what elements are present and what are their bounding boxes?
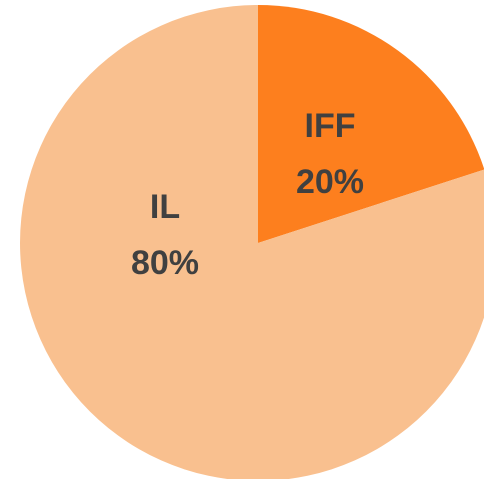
- slice-category-label: IFF: [305, 107, 356, 145]
- pie-slice: [258, 5, 484, 243]
- slice-value-label: 80%: [131, 244, 199, 282]
- slice-value-label: 20%: [296, 163, 364, 201]
- slice-category-label: IL: [150, 188, 180, 226]
- pie-slice: [20, 5, 484, 479]
